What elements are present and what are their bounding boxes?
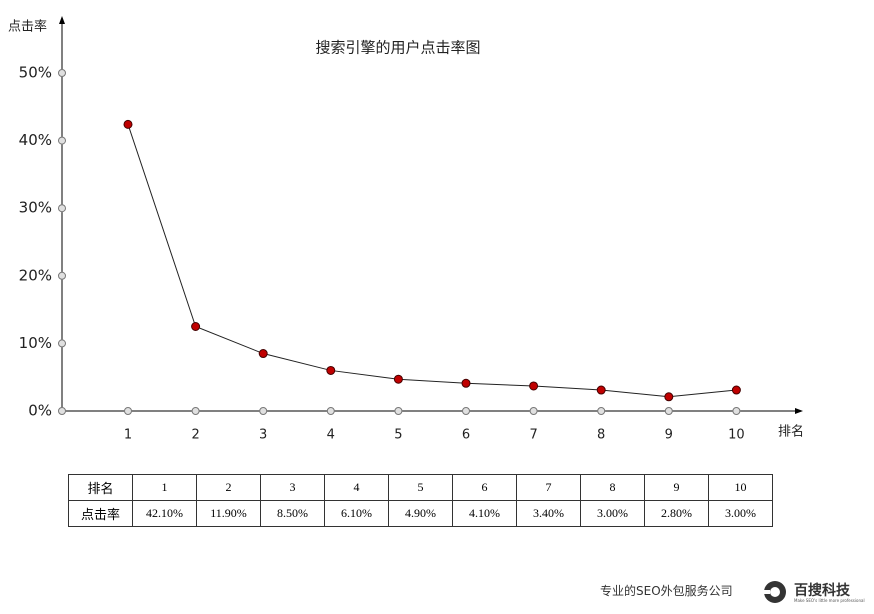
x-tick-mark <box>259 407 268 415</box>
y-tick-label: 30% <box>19 199 52 217</box>
table-cell: 8 <box>580 474 645 501</box>
y-tick-mark <box>58 407 66 415</box>
x-axis-label: 排名 <box>778 424 804 440</box>
table-cell: 7 <box>516 474 581 501</box>
table-cell: 4 <box>324 474 389 501</box>
x-tick-label: 4 <box>327 428 335 443</box>
x-tick-mark <box>394 407 403 415</box>
y-tick-mark <box>58 136 66 145</box>
x-tick-label: 10 <box>728 428 745 443</box>
point <box>123 119 133 129</box>
chart-title: 搜索引擎的用户点击率图 <box>315 39 480 57</box>
table-row: 点击率 42.10% 11.90% 8.50% 6.10% 4.90% 4.10% 3.40%… <box>68 500 773 527</box>
table-cell: 4.90% <box>388 500 453 527</box>
x-tick-label: 6 <box>462 428 470 443</box>
point <box>191 322 201 331</box>
y-tick-label: 50% <box>19 64 52 82</box>
point <box>664 392 674 402</box>
x-tick-mark <box>664 407 673 415</box>
logo-icon <box>764 581 786 603</box>
table-cell: 6 <box>452 474 517 501</box>
table-cell: 点击率 <box>68 500 133 527</box>
table-cell: 2.80% <box>644 500 709 527</box>
y-tick-label: 40% <box>19 131 52 149</box>
table-cell: 9 <box>644 474 709 501</box>
point <box>258 349 268 359</box>
y-axis-label: 点击率 <box>8 19 47 35</box>
x-tick-label: 1 <box>124 428 132 443</box>
x-tick-label: 5 <box>394 428 402 443</box>
point <box>326 365 336 375</box>
point <box>529 381 539 391</box>
table-row: 排名 1 2 3 4 5 6 7 8 9 10 <box>68 474 773 501</box>
data-table: 排名 1 2 3 4 5 6 7 8 9 10 点击率 42.10% 11.90% 8.50% 6.10% 4.… <box>68 474 773 527</box>
table-cell: 1 <box>132 474 197 501</box>
table-cell: 4.10% <box>452 500 517 527</box>
x-tick-mark <box>124 407 132 415</box>
x-tick-label: 2 <box>191 428 199 443</box>
y-tick-mark <box>58 204 66 213</box>
table-cell: 3 <box>260 474 325 501</box>
logo-text: 百搜科技 <box>794 583 850 599</box>
table-cell: 3.00% <box>580 500 645 527</box>
y-tick-mark <box>58 69 66 77</box>
x-tick-mark <box>732 407 741 415</box>
table-cell: 5 <box>388 474 453 501</box>
x-arrow <box>795 408 803 414</box>
y-tick-mark <box>58 271 66 280</box>
x-tick-mark <box>597 407 606 415</box>
point <box>596 385 606 395</box>
table-cell: 10 <box>708 474 773 501</box>
y-tick-label: 0% <box>28 402 52 420</box>
footer-text: 专业的SEO外包服务公司 <box>600 584 733 598</box>
table-cell: 3.00% <box>708 500 773 527</box>
point <box>731 385 741 395</box>
point <box>461 378 471 388</box>
table-cell: 8.50% <box>260 500 325 527</box>
y-tick-label: 10% <box>19 334 52 352</box>
table-cell: 排名 <box>68 474 133 501</box>
y-tick-mark <box>58 339 66 348</box>
x-tick-label: 3 <box>259 428 267 443</box>
x-tick-mark <box>529 407 538 415</box>
table-cell: 11.90% <box>196 500 261 527</box>
line <box>127 124 737 398</box>
tagline: Make SEO's little more professional <box>794 598 865 603</box>
x-tick-label: 7 <box>529 428 537 443</box>
y-tick-label: 20% <box>19 266 52 284</box>
x-tick-label: 9 <box>665 428 673 443</box>
table-cell: 6.10% <box>324 500 389 527</box>
x-tick-mark <box>191 407 200 415</box>
y-arrow <box>59 16 65 24</box>
x-tick-label: 8 <box>597 428 605 443</box>
table-cell: 2 <box>196 474 261 501</box>
x-tick-mark <box>462 407 470 415</box>
x-tick-mark <box>326 407 335 415</box>
point <box>393 374 403 384</box>
table-cell: 3.40% <box>516 500 581 527</box>
table-cell: 42.10% <box>132 500 197 527</box>
